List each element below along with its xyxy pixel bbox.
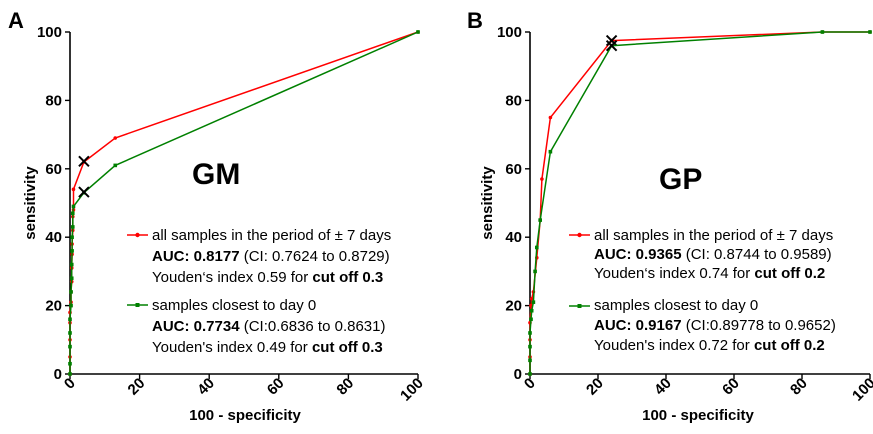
panel-b-y-tick-label: 100 (497, 24, 522, 41)
panel-b-legend: all samples in the period of ± 7 days AU… (569, 227, 836, 354)
panel-a-series-closest-point (68, 372, 72, 376)
panel-b-series-closest-point (528, 331, 532, 335)
panel-a-legend-closest-youden: Youden's index 0.49 for cut off 0.3 (152, 339, 383, 356)
cutoff-cross-stroke (605, 39, 618, 52)
panel-a-label: A (8, 8, 24, 33)
panel-a-x-tick-label: 80 (333, 375, 357, 399)
panel-a-series-closest-point (69, 290, 73, 294)
panel-a-legend-closest-name: samples closest to day 0 (152, 297, 316, 314)
panel-b-series-closest-point (820, 30, 825, 34)
panel-a-series-closest-point (69, 262, 74, 267)
panel-b-series-closest-point (868, 30, 872, 34)
cutoff-cross-stroke (605, 34, 618, 47)
panel-b-plot (528, 30, 872, 376)
panel-b-y-axis-title: sensitivity (479, 166, 496, 240)
panel-b-x-tick-label: 20 (583, 375, 607, 399)
panel-b-legend-marker-all-samples (577, 232, 582, 238)
panel-a-series-closest-point (68, 331, 72, 335)
panel-b-series-closest-point (528, 344, 532, 349)
panel-b-y-tick-label: 40 (505, 229, 522, 246)
panel-b-series-closest-point (528, 372, 532, 376)
panel-a-x-tick-label: 100 (397, 375, 427, 405)
panel-b-series-all-samples-point (548, 115, 553, 120)
panel-b: B GP sensitivity 100 - specificity 0 20 40… (467, 8, 873, 424)
panel-a-series-closest-point (71, 204, 76, 209)
panel-b-label: B (467, 8, 483, 33)
panel-a-series-closest-point (70, 211, 75, 216)
panel-b-series-all-samples-point (529, 296, 534, 301)
panel-a-series-all-samples-point (71, 187, 76, 192)
panel-a-y-tick-label: 40 (45, 229, 62, 246)
panel-a-legend-all-samples-auc: AUC: 0.8177 (CI: 0.7624 to 0.8729) (152, 248, 390, 265)
cutoff-cross-stroke (78, 186, 90, 198)
panel-b-x-tick-label: 40 (651, 375, 675, 399)
panel-a-series-closest-point (70, 249, 74, 253)
panel-a-series-closest-point (68, 361, 72, 366)
panel-a-x-axis-title: 100 - specificity (189, 407, 301, 424)
panel-b-legend-all-samples-auc: AUC: 0.9365 (CI: 0.8744 to 0.9589) (594, 246, 832, 263)
panel-a-legend-marker-all-samples (135, 232, 140, 238)
panel-a-y-tick-label: 0 (54, 366, 62, 383)
panel-a-x-tick-label: 60 (264, 375, 288, 399)
panel-a-series-closest-point (69, 276, 74, 281)
panel-a-y-tick-label: 100 (37, 24, 62, 41)
panel-a-series-closest-point (416, 30, 420, 34)
panel-a: A GM sensitivity 100 - specificity 0 20 40… (8, 8, 427, 424)
panel-a-series-closest-point (70, 235, 74, 239)
panel-a-series-closest-point (69, 303, 73, 308)
panel-a-legend-all-samples-youden: Youden‘s index 0.59 for cut off 0.3 (152, 269, 383, 286)
panel-b-legend-marker-closest (577, 304, 582, 308)
panel-a-series-closest-point (113, 163, 118, 168)
panel-b-x-tick-label: 60 (719, 375, 743, 399)
panel-b-series-closest-point (535, 245, 539, 250)
panel-b-legend-closest-name: samples closest to day 0 (594, 297, 758, 314)
panel-b-series-closest-point (528, 358, 532, 363)
panel-b-x-axis-title: 100 - specificity (642, 407, 754, 424)
panel-a-series-closest-point (68, 317, 72, 322)
cutoff-cross-stroke (78, 155, 90, 167)
panel-b-x-tick-label: 100 (849, 375, 873, 405)
panel-b-legend-all-samples-name: all samples in the period of ± 7 days (594, 227, 833, 244)
panel-b-series-closest-line (529, 31, 870, 374)
panel-b-cutoff-marker-closest (605, 39, 618, 52)
panel-a-legend-all-samples-name: all samples in the period of ± 7 days (152, 227, 391, 244)
panel-a-x-tick-label: 20 (125, 375, 149, 399)
panel-a-x-tick-label: 40 (194, 375, 218, 399)
panel-b-y-tick-label: 60 (505, 161, 522, 178)
panel-b-series-closest-point (538, 218, 542, 222)
panel-b-title: GP (659, 163, 702, 196)
panel-b-y-tick-label: 80 (505, 92, 522, 109)
panel-a-legend-marker-closest (135, 303, 140, 307)
panel-b-series-all-samples-point (540, 177, 544, 181)
panel-a-legend-closest-auc: AUC: 0.7734 (CI:0.6836 to 0.8631) (152, 318, 385, 335)
panel-b-y-tick-label: 0 (514, 366, 522, 383)
panel-b-cutoff-marker-all-samples (605, 34, 618, 47)
panel-b-series-closest-point (529, 308, 534, 313)
panel-b-series-closest-point (529, 317, 533, 322)
panel-b-legend-all-samples-youden: Youden‘s index 0.74 for cut off 0.2 (594, 265, 825, 282)
panel-a-cutoff-marker-closest (78, 186, 90, 198)
panel-b-legend-closest-auc: AUC: 0.9167 (CI:0.89778 to 0.9652) (594, 317, 836, 334)
panel-b-series-closest-point (548, 149, 553, 154)
panel-a-y-tick-label: 80 (45, 92, 62, 109)
panel-a-series-all-samples-point (113, 136, 118, 140)
panel-a-y-tick-label: 60 (45, 161, 62, 178)
panel-a-title: GM (192, 158, 240, 191)
panel-a-series-closest-point (70, 225, 75, 229)
panel-b-legend-closest-youden: Youden's index 0.72 for cut off 0.2 (594, 337, 825, 354)
panel-a-plot (68, 30, 420, 376)
panel-b-series-closest-point (531, 300, 536, 304)
panel-a-y-axis-title: sensitivity (22, 166, 39, 240)
panel-b-y-tick-label: 20 (505, 298, 522, 315)
panel-a-legend: all samples in the period of ± 7 days AU… (127, 227, 391, 356)
panel-a-series-closest-point (68, 344, 72, 349)
panel-a-y-tick-label: 20 (45, 298, 62, 315)
panel-b-x-tick-label: 80 (787, 375, 811, 399)
panel-a-cutoff-marker-all-samples (78, 155, 90, 167)
panel-b-series-closest-point (533, 269, 537, 274)
